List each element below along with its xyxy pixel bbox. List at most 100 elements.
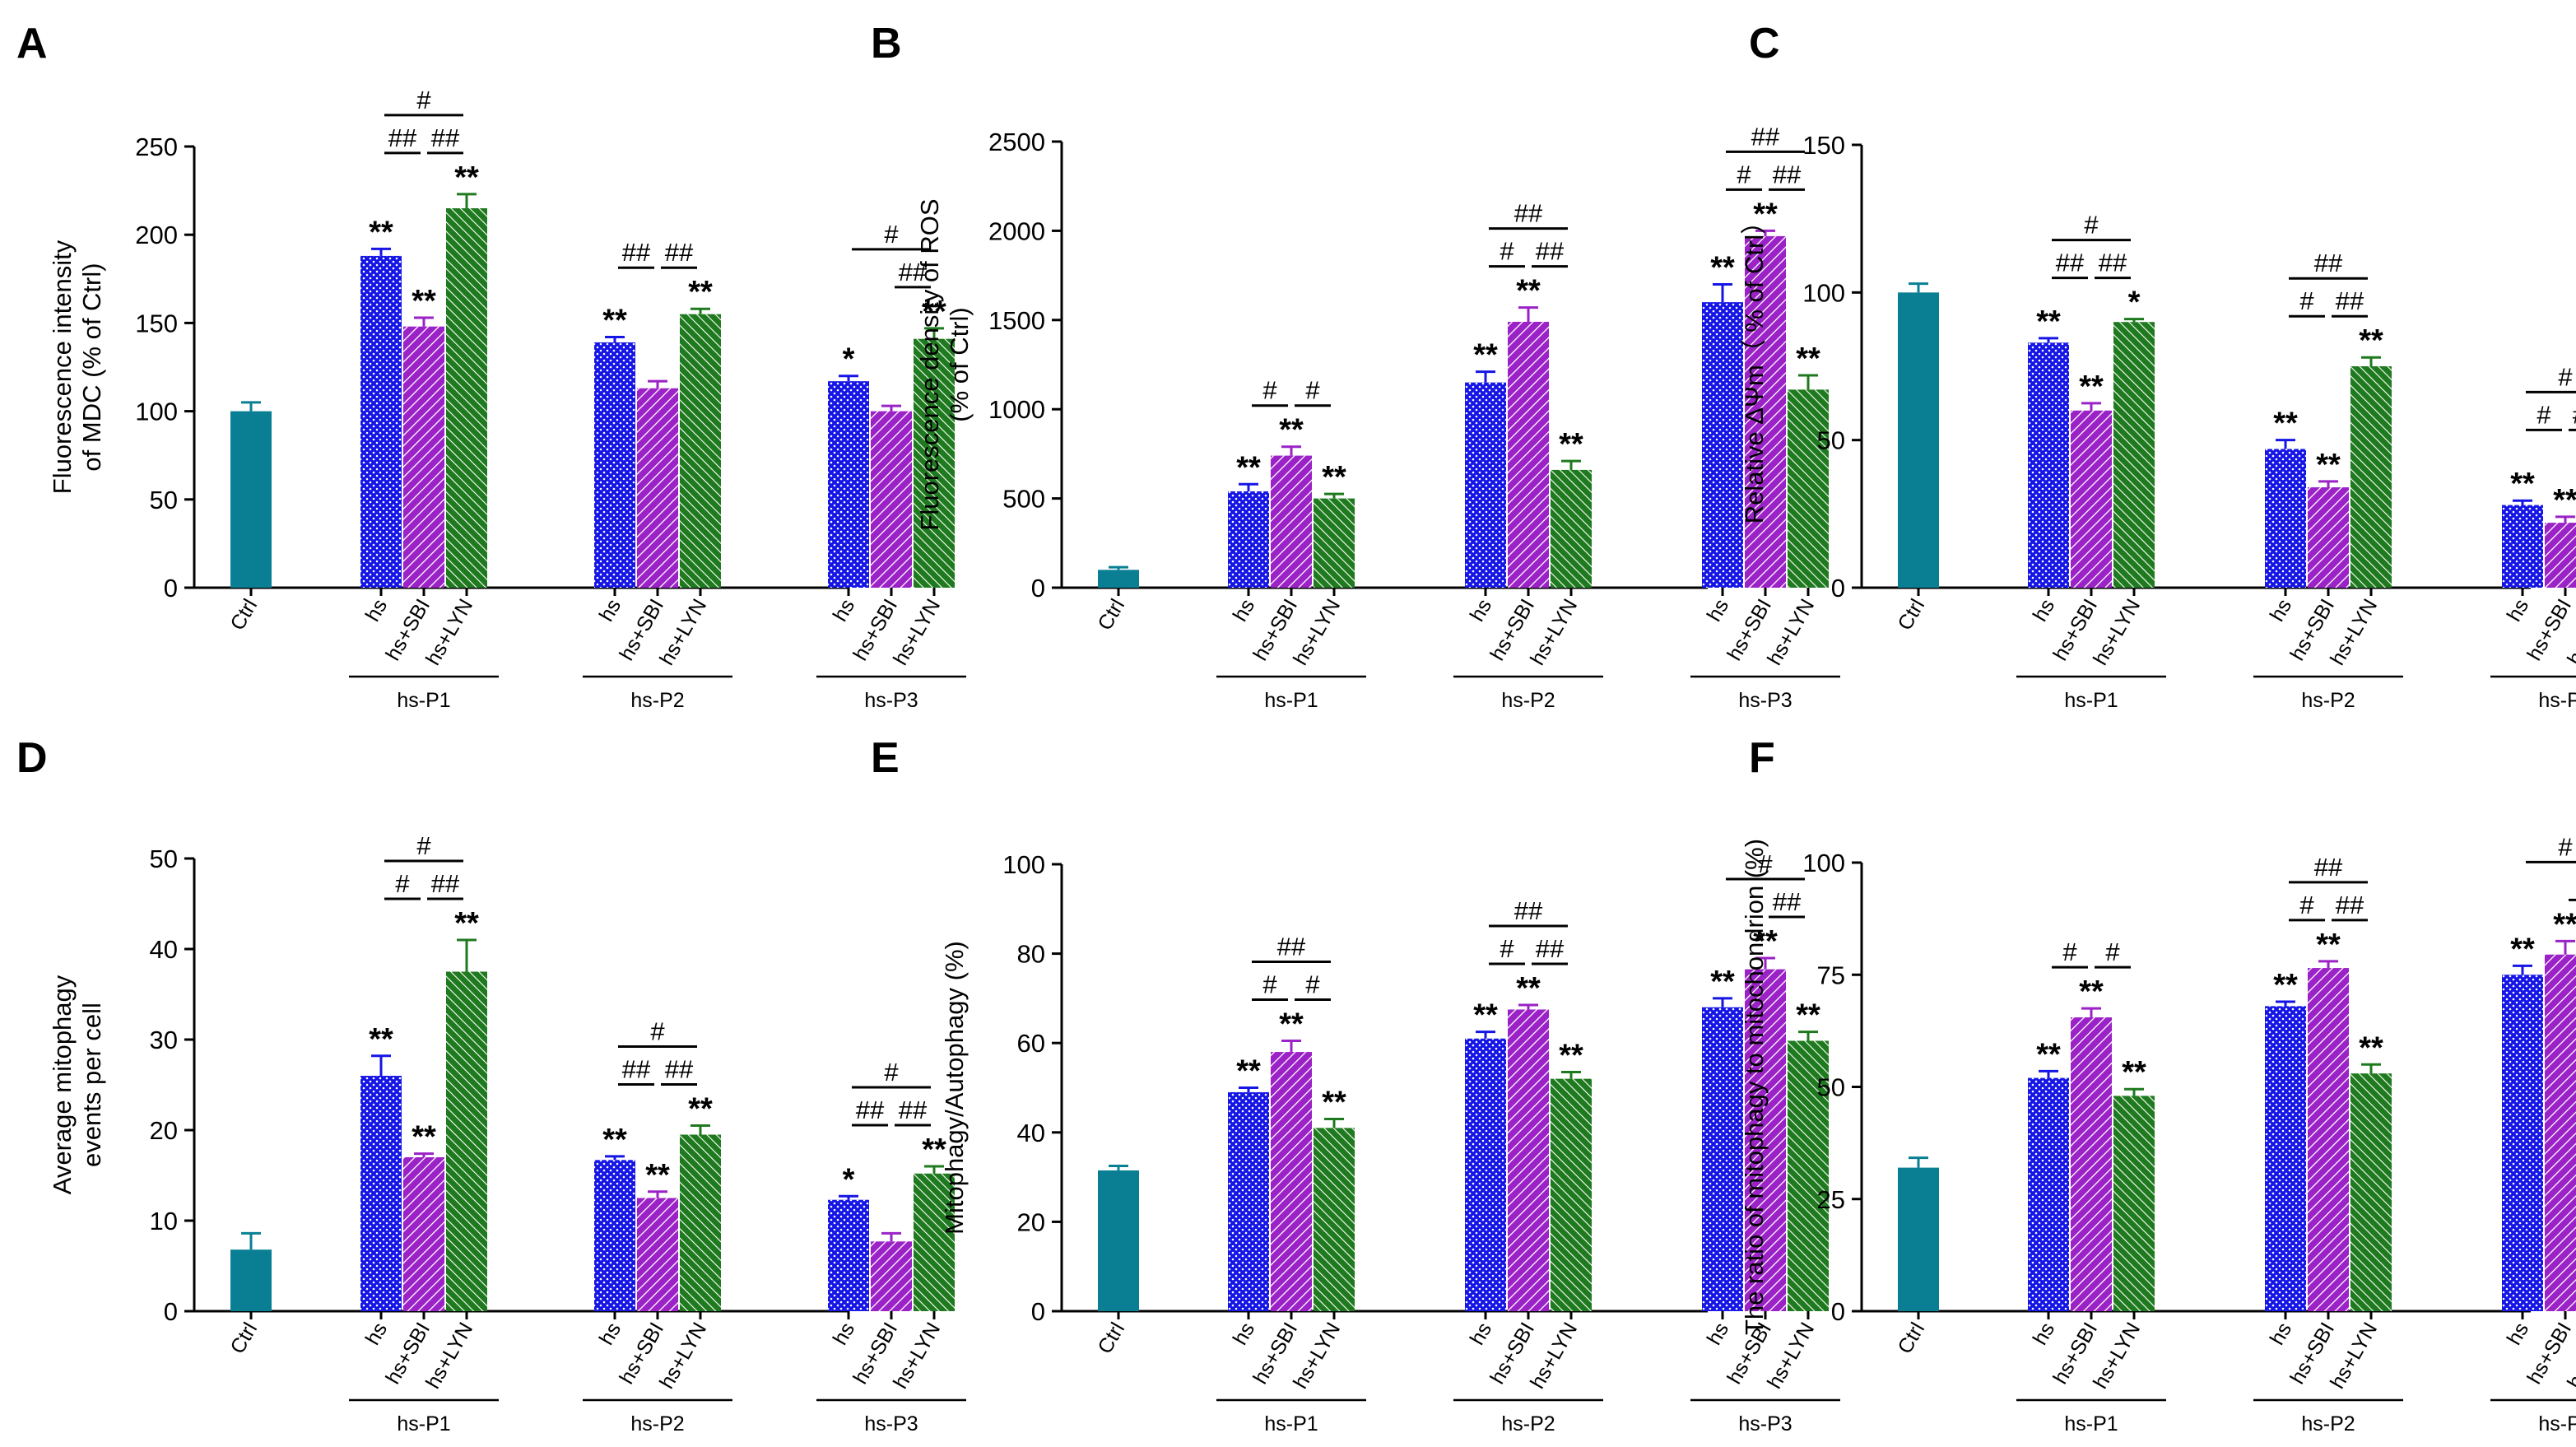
comparison-label: ## bbox=[665, 238, 694, 267]
y-tick-label: 100 bbox=[1002, 850, 1045, 879]
bar-pattern bbox=[403, 326, 444, 588]
significance-mark: ** bbox=[2553, 907, 2576, 942]
comparison-label: ## bbox=[1536, 934, 1565, 963]
group-hs-p1: **hs**hs+SBI*hs+LYN## ###hs-P1 bbox=[2016, 211, 2166, 712]
bar-pattern bbox=[1788, 1040, 1829, 1311]
comparison-label: ## bbox=[1751, 122, 1780, 151]
comparison-label: # bbox=[1737, 160, 1751, 188]
x-tick-label: hs bbox=[1703, 595, 1733, 626]
significance-mark: ** bbox=[1796, 342, 1820, 376]
group-label: hs-P3 bbox=[2538, 1412, 2576, 1435]
bar-pattern bbox=[637, 1198, 678, 1311]
panel-letter: D bbox=[16, 734, 48, 782]
group-label: hs-P1 bbox=[1264, 1412, 1318, 1435]
comparison-label: ## bbox=[665, 1055, 694, 1084]
panel-d: D 0 10 20 30 40 50 Average mitophagy events per … bbox=[16, 734, 966, 1435]
significance-mark: ** bbox=[1710, 965, 1735, 999]
y-axis-label: Fluorescence intensity bbox=[48, 240, 77, 494]
bar-pattern bbox=[2265, 449, 2306, 588]
y-axis-label: Average mitophagy bbox=[48, 975, 77, 1194]
bar-ctrl bbox=[1898, 1167, 1939, 1311]
comparison-label: # bbox=[650, 1017, 665, 1046]
significance-mark: ** bbox=[1559, 427, 1583, 462]
comparison-label: ## bbox=[2314, 249, 2343, 277]
bar-pattern bbox=[2071, 410, 2112, 588]
significance-mark: ** bbox=[1710, 250, 1735, 285]
y-axis-label: Fluorescence density of ROS bbox=[915, 198, 944, 530]
bar-pattern bbox=[446, 208, 487, 589]
significance-mark: ** bbox=[2359, 323, 2383, 358]
y-tick-label: 0 bbox=[1831, 1297, 1845, 1326]
significance-mark: * bbox=[843, 1162, 855, 1197]
comparison-label: ## bbox=[2336, 891, 2364, 919]
group-label: hs-P3 bbox=[1738, 1412, 1792, 1435]
comparison-label: # bbox=[1500, 237, 1514, 266]
comparison-label: ## bbox=[431, 123, 460, 152]
bar-pattern bbox=[914, 1173, 955, 1311]
panel-letter: F bbox=[1749, 734, 1775, 782]
comparison-label: ## bbox=[622, 1055, 651, 1084]
significance-mark: ** bbox=[645, 1158, 670, 1193]
bar-ctrl bbox=[230, 1249, 272, 1311]
y-tick-label: 75 bbox=[1817, 961, 1845, 989]
bar-pattern bbox=[2350, 1073, 2392, 1311]
comparison-label: ## bbox=[2573, 400, 2576, 429]
bar-pattern bbox=[828, 1199, 869, 1311]
panel-letter: A bbox=[16, 20, 48, 67]
y-tick-label: 40 bbox=[150, 935, 178, 964]
comparison-label: # bbox=[884, 220, 899, 249]
bar-pattern bbox=[2028, 1077, 2069, 1311]
group-label: hs-P3 bbox=[864, 1412, 918, 1435]
group-hs-p2: **hs**hs+SBI**hs+LYN#####hs-P2 bbox=[2253, 249, 2403, 712]
comparison-label: ## bbox=[2314, 853, 2343, 882]
significance-mark: * bbox=[843, 342, 855, 377]
comparison-label: ## bbox=[622, 238, 651, 267]
bar-pattern bbox=[680, 314, 721, 588]
bar-pattern bbox=[1551, 469, 1592, 588]
comparison-label: # bbox=[2536, 400, 2551, 429]
comparison-label: ## bbox=[1773, 160, 1802, 188]
panel-f: F 0 25 50 75 100 The ratio of mitophagy to mit… bbox=[1740, 734, 2576, 1435]
significance-mark: ** bbox=[688, 1092, 713, 1127]
group-label: hs-P3 bbox=[2538, 689, 2576, 712]
x-tick-label: hs bbox=[2029, 1319, 2059, 1349]
comparison-label: ## bbox=[431, 869, 460, 898]
x-tick-label-ctrl: Ctrl bbox=[1894, 1319, 1930, 1358]
bar-pattern bbox=[1745, 235, 1786, 588]
significance-mark: ** bbox=[1559, 1038, 1583, 1072]
bar-pattern bbox=[680, 1134, 721, 1311]
comparison-label: ## bbox=[1773, 887, 1802, 916]
bar-pattern bbox=[871, 411, 912, 588]
comparison-label: ## bbox=[2056, 249, 2085, 277]
comparison-label: # bbox=[1305, 376, 1320, 405]
comparison-label: # bbox=[2299, 891, 2314, 919]
significance-mark: ** bbox=[2316, 928, 2341, 962]
significance-mark: ** bbox=[1279, 413, 1304, 448]
x-tick-label-ctrl: Ctrl bbox=[226, 1319, 263, 1358]
x-tick-label-ctrl: Ctrl bbox=[226, 595, 263, 635]
significance-mark: ** bbox=[1516, 274, 1541, 309]
y-tick-label: 0 bbox=[1031, 1297, 1045, 1326]
bar-pattern bbox=[2502, 505, 2543, 588]
comparison-label: # bbox=[2105, 938, 2120, 966]
significance-mark: ** bbox=[2273, 968, 2298, 1003]
x-tick-label-ctrl: Ctrl bbox=[1094, 595, 1130, 635]
panel-b: B 0 500 1000 1500 2000 2500 Fluorescence densit… bbox=[871, 20, 1840, 712]
bar-pattern bbox=[360, 255, 402, 588]
comparison-label: # bbox=[416, 86, 431, 114]
x-tick-label: hs bbox=[2503, 1319, 2533, 1349]
x-tick-label: hs bbox=[1466, 1319, 1496, 1349]
bar-pattern bbox=[1314, 1128, 1355, 1311]
x-tick-label-ctrl: Ctrl bbox=[1894, 595, 1930, 635]
significance-mark: * bbox=[2128, 286, 2141, 320]
significance-mark: ** bbox=[2359, 1031, 2383, 1065]
panel-a: A 0 50 100 150 200 250 Fluorescence intensity of… bbox=[16, 20, 966, 712]
group-label: hs-P1 bbox=[397, 1412, 450, 1435]
significance-mark: ** bbox=[1516, 971, 1541, 1006]
bar-pattern bbox=[2113, 322, 2155, 588]
group-label: hs-P3 bbox=[864, 689, 918, 712]
y-tick-label: 2500 bbox=[988, 128, 1045, 156]
